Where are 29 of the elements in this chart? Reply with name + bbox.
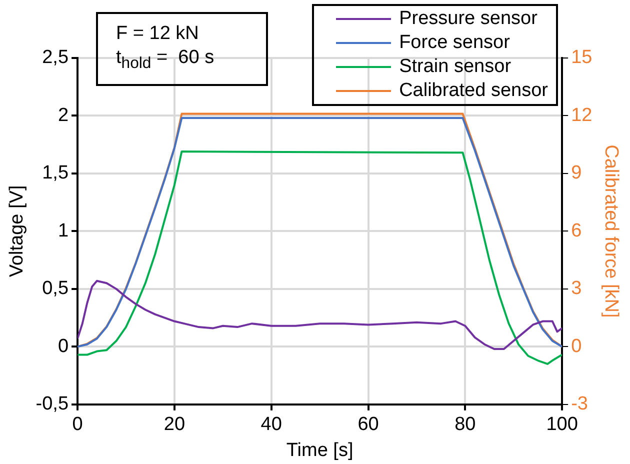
y2-tick-label: -3: [571, 394, 588, 415]
y-tick-label: 2: [58, 104, 69, 126]
x-tick-label: 40: [260, 414, 282, 436]
legend-label: Calibrated sensor: [399, 79, 548, 103]
x-tick-label: 20: [164, 414, 186, 436]
y-tick-label: 1: [58, 220, 69, 242]
legend-label: Force sensor: [399, 31, 510, 55]
y2-tick-label: 3: [571, 278, 582, 300]
y-axis-title: Voltage [V]: [6, 185, 28, 278]
legend-label: Strain sensor: [399, 55, 512, 79]
y-tick-label: 2,5: [42, 47, 69, 68]
y2-tick-label: 12: [571, 104, 592, 126]
y2-tick-label: 9: [571, 162, 582, 184]
x-tick-label: 100: [546, 414, 578, 436]
y2-tick-label: 0: [571, 336, 582, 357]
x-tick-label: 80: [454, 414, 476, 436]
y2-axis-title: Calibrated force [kN]: [600, 144, 622, 318]
y-tick-label: 0: [58, 336, 69, 357]
note-frame: F = 12 kN t$_{hold}$ = 60 s: [96, 12, 268, 86]
x-axis-title: Time [s]: [286, 440, 354, 461]
y-tick-label: 0,5: [42, 278, 69, 300]
x-tick-label: 60: [358, 414, 379, 436]
y2-tick-label: 15: [571, 47, 592, 68]
legend-label: Pressure sensor: [399, 7, 538, 31]
y-tick-label: -0,5: [36, 394, 69, 415]
y2-tick-label: 6: [571, 220, 582, 242]
x-tick-label: 0: [72, 414, 83, 436]
annotation: t$_{hold}$ = 60 s: [116, 46, 216, 74]
y-tick-label: 1,5: [42, 162, 69, 184]
